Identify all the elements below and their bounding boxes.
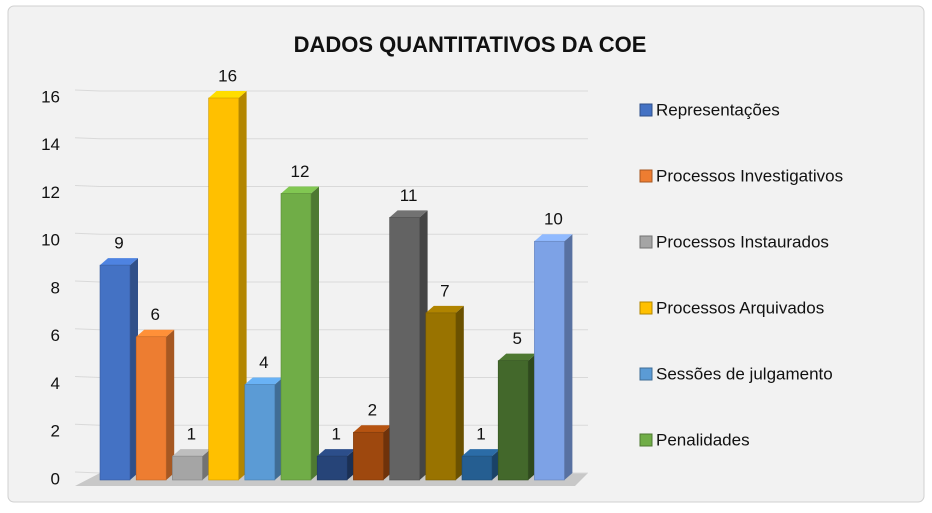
grid-line — [74, 137, 588, 140]
bar-top — [389, 210, 428, 218]
legend-swatch — [639, 367, 653, 381]
data-label: 4 — [259, 353, 268, 372]
bar-top — [317, 449, 356, 457]
grid-line — [74, 185, 588, 187]
y-tick-label: 2 — [51, 422, 60, 441]
y-tick-label: 10 — [41, 231, 60, 250]
data-label: 11 — [400, 186, 418, 205]
legend-swatch — [639, 235, 653, 249]
bar-top — [534, 234, 573, 242]
bar — [280, 193, 312, 481]
y-tick-label: 16 — [41, 87, 60, 106]
bar-top — [498, 353, 537, 361]
legend-label: Processos Arquivados — [656, 298, 824, 317]
y-tick-label: 0 — [51, 469, 60, 488]
bar — [208, 97, 239, 481]
y-tick-label: 12 — [41, 183, 60, 202]
bar — [244, 384, 276, 481]
y-tick-label: 6 — [51, 326, 60, 345]
bar-top — [281, 186, 319, 194]
bar-side — [455, 305, 464, 480]
bar — [389, 217, 420, 481]
bar — [497, 360, 529, 481]
data-label: 1 — [331, 425, 340, 444]
bar — [461, 455, 493, 481]
bar-top — [208, 91, 247, 98]
legend-label: Processos Instaurados — [656, 232, 829, 251]
data-label: 16 — [218, 66, 237, 85]
bar-top — [425, 305, 464, 313]
bar-top — [462, 449, 500, 457]
legend-swatch — [639, 169, 653, 183]
y-tick-label: 14 — [41, 135, 60, 154]
bar — [353, 431, 384, 481]
bar — [425, 312, 457, 481]
chart-title: DADOS QUANTITATIVOS DA COE — [294, 32, 647, 57]
data-label: 1 — [187, 425, 196, 444]
bar — [172, 455, 203, 481]
legend-label: Representações — [656, 100, 780, 119]
data-label: 12 — [291, 162, 310, 181]
bar — [99, 264, 131, 481]
legend-swatch — [639, 433, 653, 447]
legend-swatch — [639, 103, 653, 117]
data-label: 9 — [114, 234, 123, 253]
y-tick-label: 4 — [51, 374, 60, 393]
bar-side — [166, 329, 175, 480]
bar — [534, 240, 565, 481]
bar-side — [564, 234, 573, 480]
data-label: 1 — [476, 425, 485, 444]
bar-side — [238, 91, 247, 480]
bar-top — [100, 258, 138, 266]
data-label: 2 — [368, 401, 377, 420]
bar-top — [353, 425, 392, 433]
legend-swatch — [639, 301, 653, 315]
legend-label: Processos Investigativos — [656, 166, 843, 185]
legend-label: Sessões de julgamento — [656, 364, 833, 383]
data-label: 7 — [440, 281, 449, 300]
bar — [316, 455, 348, 481]
bar — [135, 336, 167, 481]
legend-label: Penalidades — [656, 430, 750, 449]
y-tick-label: 8 — [51, 278, 60, 297]
data-label: 5 — [512, 329, 521, 348]
bar-top — [244, 377, 283, 385]
bar-top — [172, 449, 211, 457]
bar-top — [136, 329, 175, 337]
bar-side — [311, 186, 319, 480]
grid-line — [74, 89, 588, 92]
data-label: 6 — [150, 305, 159, 324]
data-label: 10 — [544, 210, 563, 229]
